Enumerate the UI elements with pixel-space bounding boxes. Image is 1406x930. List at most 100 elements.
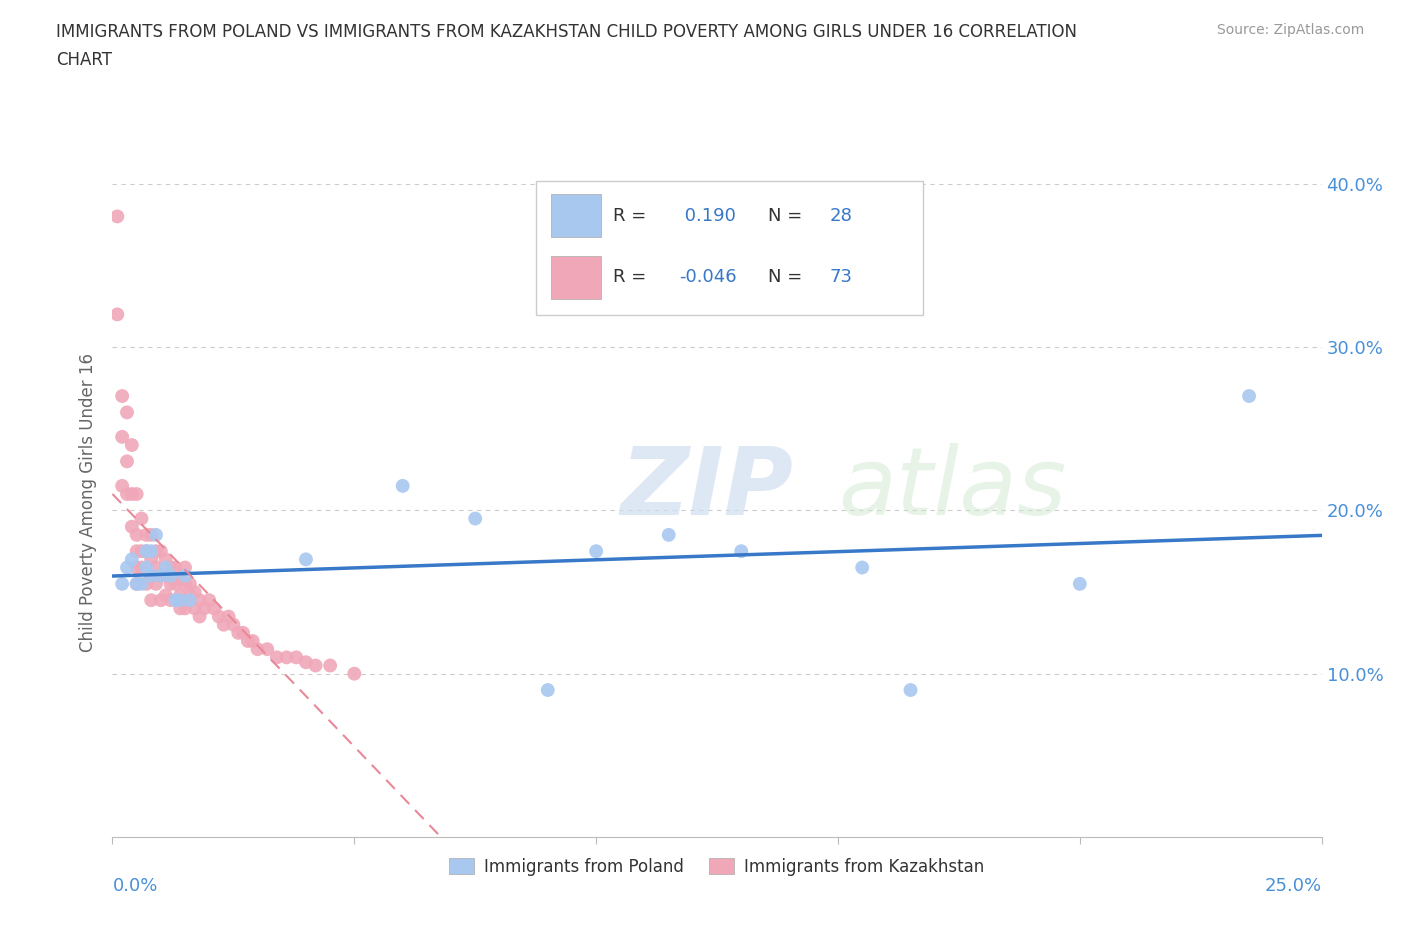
Point <box>111 577 134 591</box>
Point <box>198 592 221 607</box>
Point <box>212 618 235 632</box>
Point <box>343 666 366 681</box>
Point <box>174 592 197 607</box>
Point <box>125 577 148 591</box>
Point <box>174 577 197 591</box>
Point <box>900 683 922 698</box>
Point <box>1069 577 1091 591</box>
Point <box>226 625 249 640</box>
Point <box>169 572 191 587</box>
Point <box>141 551 163 566</box>
Point <box>135 560 157 575</box>
Point <box>169 592 191 607</box>
Point <box>121 438 143 453</box>
Point <box>159 592 181 607</box>
Point <box>169 601 191 616</box>
Point <box>464 512 486 526</box>
Point <box>319 658 342 673</box>
Point <box>121 551 143 566</box>
Point <box>149 568 172 583</box>
Point <box>111 478 134 493</box>
Point <box>295 551 318 566</box>
Point <box>202 601 225 616</box>
Point <box>193 601 215 616</box>
Text: 25.0%: 25.0% <box>1264 877 1322 896</box>
Point <box>141 592 163 607</box>
Point <box>276 650 298 665</box>
Point <box>183 585 205 600</box>
Point <box>131 577 153 591</box>
Point <box>537 683 560 698</box>
Point <box>141 527 163 542</box>
Point <box>1237 389 1260 404</box>
Point <box>242 633 264 648</box>
Point <box>188 592 211 607</box>
Point <box>105 209 128 224</box>
Point <box>183 601 205 616</box>
Point <box>208 609 231 624</box>
Point <box>121 519 143 534</box>
Point <box>135 527 157 542</box>
Point <box>145 544 167 559</box>
Point <box>165 560 187 575</box>
Text: 0.0%: 0.0% <box>112 877 157 896</box>
Point <box>155 588 177 603</box>
Text: ZIP: ZIP <box>620 443 793 535</box>
Point <box>169 588 191 603</box>
Point <box>256 642 278 657</box>
Point <box>246 642 269 657</box>
Point <box>218 609 240 624</box>
Point <box>295 655 318 670</box>
Point <box>149 568 172 583</box>
Point <box>159 560 181 575</box>
Point <box>131 560 153 575</box>
Point <box>149 544 172 559</box>
Point <box>174 568 197 583</box>
Text: Source: ZipAtlas.com: Source: ZipAtlas.com <box>1216 23 1364 37</box>
Point <box>232 625 254 640</box>
Point <box>125 544 148 559</box>
Point <box>121 486 143 501</box>
Point <box>149 592 172 607</box>
Point <box>730 544 752 559</box>
Point <box>141 544 163 559</box>
Point <box>145 560 167 575</box>
Point <box>115 454 138 469</box>
Point <box>585 544 607 559</box>
Point <box>159 568 181 583</box>
Point <box>155 551 177 566</box>
Point <box>391 478 413 493</box>
Point <box>115 560 138 575</box>
Point <box>236 633 259 648</box>
Point <box>179 592 201 607</box>
Point <box>135 544 157 559</box>
Point <box>111 389 134 404</box>
Point <box>125 577 148 591</box>
Point <box>174 560 197 575</box>
Legend: Immigrants from Poland, Immigrants from Kazakhstan: Immigrants from Poland, Immigrants from … <box>443 851 991 883</box>
Point <box>141 568 163 583</box>
Text: IMMIGRANTS FROM POLAND VS IMMIGRANTS FROM KAZAKHSTAN CHILD POVERTY AMONG GIRLS U: IMMIGRANTS FROM POLAND VS IMMIGRANTS FRO… <box>56 23 1077 41</box>
Point <box>135 544 157 559</box>
Y-axis label: Child Poverty Among Girls Under 16: Child Poverty Among Girls Under 16 <box>79 352 97 652</box>
Point <box>285 650 308 665</box>
Point <box>125 560 148 575</box>
Point <box>851 560 873 575</box>
Point <box>165 577 187 591</box>
Point <box>105 307 128 322</box>
Text: CHART: CHART <box>56 51 112 69</box>
Point <box>222 618 245 632</box>
Point <box>165 592 187 607</box>
Point <box>174 601 197 616</box>
Point <box>266 650 288 665</box>
Point <box>115 405 138 419</box>
Point <box>179 588 201 603</box>
Point <box>125 486 148 501</box>
Point <box>125 527 148 542</box>
Point <box>145 527 167 542</box>
Point <box>155 560 177 575</box>
Point <box>304 658 326 673</box>
Point <box>135 577 157 591</box>
Point <box>131 512 153 526</box>
Text: atlas: atlas <box>838 444 1066 535</box>
